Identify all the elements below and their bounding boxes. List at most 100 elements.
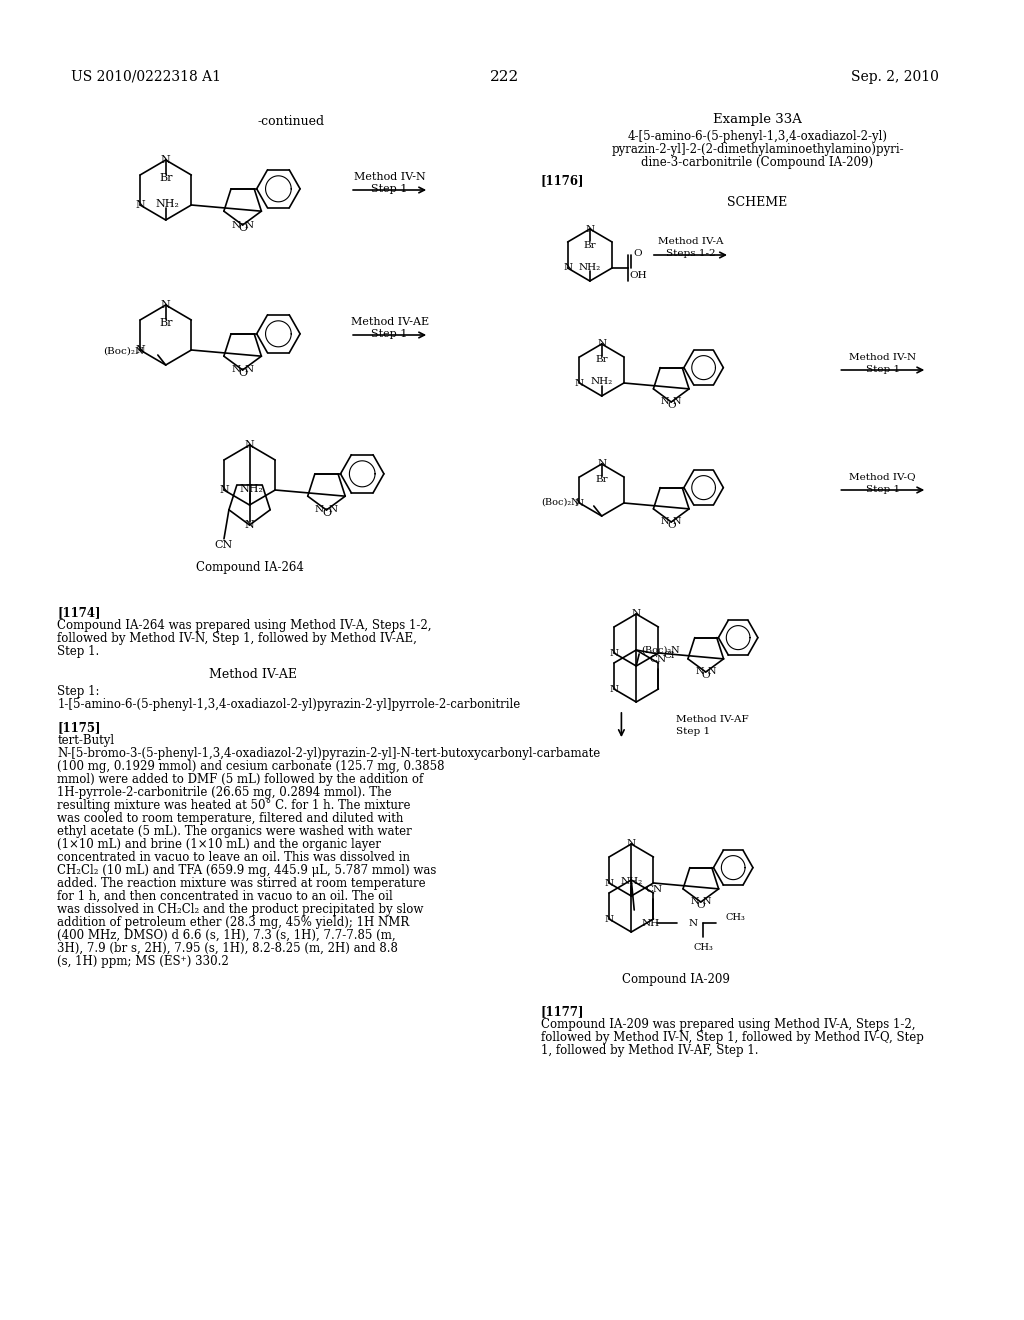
Text: followed by Method IV-N, Step 1, followed by Method IV-Q, Step: followed by Method IV-N, Step 1, followe… xyxy=(541,1031,924,1044)
Text: NH₂: NH₂ xyxy=(591,378,612,387)
Text: O: O xyxy=(701,671,710,680)
Text: Method IV-AE: Method IV-AE xyxy=(350,317,429,327)
Text: N: N xyxy=(673,517,681,527)
Text: NH₂: NH₂ xyxy=(579,263,601,272)
Text: N: N xyxy=(673,397,681,407)
Text: Br: Br xyxy=(595,355,608,364)
Text: Br: Br xyxy=(584,240,596,249)
Text: NH₂: NH₂ xyxy=(156,199,179,209)
Text: N: N xyxy=(245,366,254,375)
Text: Method IV-A: Method IV-A xyxy=(657,238,723,247)
Text: ethyl acetate (5 mL). The organics were washed with water: ethyl acetate (5 mL). The organics were … xyxy=(57,825,412,838)
Text: N: N xyxy=(604,879,613,887)
Text: N: N xyxy=(695,668,705,676)
Text: N: N xyxy=(604,915,613,924)
Text: (400 MHz, DMSO) d 6.6 (s, 1H), 7.3 (s, 1H), 7.7-7.85 (m,: (400 MHz, DMSO) d 6.6 (s, 1H), 7.3 (s, 1… xyxy=(57,929,396,942)
Text: Sep. 2, 2010: Sep. 2, 2010 xyxy=(851,70,939,84)
Text: 222: 222 xyxy=(490,70,519,84)
Text: 1, followed by Method IV-AF, Step 1.: 1, followed by Method IV-AF, Step 1. xyxy=(541,1044,758,1057)
Text: Br: Br xyxy=(595,475,608,484)
Text: Br: Br xyxy=(159,318,172,327)
Text: N: N xyxy=(609,648,618,657)
Text: Step 1: Step 1 xyxy=(372,183,408,194)
Text: N: N xyxy=(662,397,670,407)
Text: Step 1: Step 1 xyxy=(865,484,900,494)
Text: N: N xyxy=(245,520,254,531)
Text: N: N xyxy=(627,840,636,849)
Text: O: O xyxy=(322,508,331,517)
Text: N: N xyxy=(315,506,325,515)
Text: N: N xyxy=(662,517,670,527)
Text: O: O xyxy=(667,400,676,409)
Text: CH₂Cl₂ (10 mL) and TFA (659.9 mg, 445.9 μL, 5.787 mmol) was: CH₂Cl₂ (10 mL) and TFA (659.9 mg, 445.9 … xyxy=(57,865,436,876)
Text: resulting mixture was heated at 50° C. for 1 h. The mixture: resulting mixture was heated at 50° C. f… xyxy=(57,799,411,812)
Text: Step 1: Step 1 xyxy=(865,364,900,374)
Text: Step 1: Step 1 xyxy=(372,329,408,339)
Text: 4-[5-amino-6-(5-phenyl-1,3,4-oxadiazol-2-yl): 4-[5-amino-6-(5-phenyl-1,3,4-oxadiazol-2… xyxy=(628,129,888,143)
Text: N: N xyxy=(219,484,228,495)
Text: was dissolved in CH₂Cl₂ and the product precipitated by slow: was dissolved in CH₂Cl₂ and the product … xyxy=(57,903,424,916)
Text: N: N xyxy=(161,154,171,165)
Text: O: O xyxy=(634,249,642,259)
Text: O: O xyxy=(696,900,706,909)
Text: Example 33A: Example 33A xyxy=(713,114,802,125)
Text: was cooled to room temperature, filtered and diluted with: was cooled to room temperature, filtered… xyxy=(57,812,403,825)
Text: N: N xyxy=(586,224,594,234)
Text: N: N xyxy=(689,919,698,928)
Text: Step 1:: Step 1: xyxy=(57,685,99,698)
Text: NH₂: NH₂ xyxy=(621,878,642,887)
Text: CN: CN xyxy=(645,884,663,894)
Text: 3H), 7.9 (br s, 2H), 7.95 (s, 1H), 8.2-8.25 (m, 2H) and 8.8: 3H), 7.9 (br s, 2H), 7.95 (s, 1H), 8.2-8… xyxy=(57,942,398,954)
Text: Step 1: Step 1 xyxy=(676,726,710,735)
Text: Method IV-Q: Method IV-Q xyxy=(850,473,916,482)
Text: pyrazin-2-yl]-2-(2-dimethylaminoethylamino)pyri-: pyrazin-2-yl]-2-(2-dimethylaminoethylami… xyxy=(611,143,904,156)
Text: N: N xyxy=(329,506,338,515)
Text: -continued: -continued xyxy=(257,115,325,128)
Text: addition of petroleum ether (28.3 mg, 45% yield); 1H NMR: addition of petroleum ether (28.3 mg, 45… xyxy=(57,916,410,929)
Text: N: N xyxy=(161,300,171,310)
Text: Compound IA-264: Compound IA-264 xyxy=(196,561,303,573)
Text: N: N xyxy=(231,366,241,375)
Text: N: N xyxy=(690,898,699,907)
Text: for 1 h, and then concentrated in vacuo to an oil. The oil: for 1 h, and then concentrated in vacuo … xyxy=(57,890,393,903)
Text: N: N xyxy=(597,459,606,469)
Text: Step 1.: Step 1. xyxy=(57,645,99,657)
Text: dine-3-carbonitrile (Compound IA-209): dine-3-carbonitrile (Compound IA-209) xyxy=(641,156,873,169)
Text: N: N xyxy=(632,610,641,619)
Text: CN: CN xyxy=(650,655,667,664)
Text: (Boc)₂N: (Boc)₂N xyxy=(102,346,144,355)
Text: Compound IA-209: Compound IA-209 xyxy=(622,974,729,986)
Text: N: N xyxy=(135,345,145,355)
Text: O: O xyxy=(238,368,247,378)
Text: Method IV-N: Method IV-N xyxy=(849,352,916,362)
Text: mmol) were added to DMF (5 mL) followed by the addition of: mmol) were added to DMF (5 mL) followed … xyxy=(57,774,424,785)
Text: N: N xyxy=(245,440,254,450)
Text: (Boc)₂N: (Boc)₂N xyxy=(542,498,580,507)
Text: tert-Butyl: tert-Butyl xyxy=(57,734,115,747)
Text: N: N xyxy=(135,201,145,210)
Text: (s, 1H) ppm; MS (ES⁺) 330.2: (s, 1H) ppm; MS (ES⁺) 330.2 xyxy=(57,954,229,968)
Text: Method IV-AE: Method IV-AE xyxy=(209,668,297,681)
Text: N: N xyxy=(597,339,606,348)
Text: N: N xyxy=(702,898,711,907)
Text: added. The reaction mixture was stirred at room temperature: added. The reaction mixture was stirred … xyxy=(57,876,426,890)
Text: Compound IA-209 was prepared using Method IV-A, Steps 1-2,: Compound IA-209 was prepared using Metho… xyxy=(541,1018,915,1031)
Text: Method IV-AF: Method IV-AF xyxy=(676,714,749,723)
Text: N: N xyxy=(231,220,241,230)
Text: N: N xyxy=(563,264,572,272)
Text: (100 mg, 0.1929 mmol) and cesium carbonate (125.7 mg, 0.3858: (100 mg, 0.1929 mmol) and cesium carbona… xyxy=(57,760,444,774)
Text: N: N xyxy=(609,685,618,693)
Text: N: N xyxy=(245,220,254,230)
Text: 1-[5-amino-6-(5-phenyl-1,3,4-oxadiazol-2-yl)pyrazin-2-yl]pyrrole-2-carbonitrile: 1-[5-amino-6-(5-phenyl-1,3,4-oxadiazol-2… xyxy=(57,698,520,711)
Text: NH₂: NH₂ xyxy=(240,484,263,494)
Text: Br: Br xyxy=(159,173,172,183)
Text: concentrated in vacuo to leave an oil. This was dissolved in: concentrated in vacuo to leave an oil. T… xyxy=(57,851,411,865)
Text: N-[5-bromo-3-(5-phenyl-1,3,4-oxadiazol-2-yl)pyrazin-2-yl]-N-tert-butoxycarbonyl-: N-[5-bromo-3-(5-phenyl-1,3,4-oxadiazol-2… xyxy=(57,747,600,760)
Text: [1177]: [1177] xyxy=(541,1005,584,1018)
Text: NH: NH xyxy=(641,919,659,928)
Text: followed by Method IV-N, Step 1, followed by Method IV-AE,: followed by Method IV-N, Step 1, followe… xyxy=(57,632,417,645)
Text: O: O xyxy=(238,223,247,234)
Text: [1176]: [1176] xyxy=(541,174,584,187)
Text: Compound IA-264 was prepared using Method IV-A, Steps 1-2,: Compound IA-264 was prepared using Metho… xyxy=(57,619,432,632)
Text: OH: OH xyxy=(629,272,646,281)
